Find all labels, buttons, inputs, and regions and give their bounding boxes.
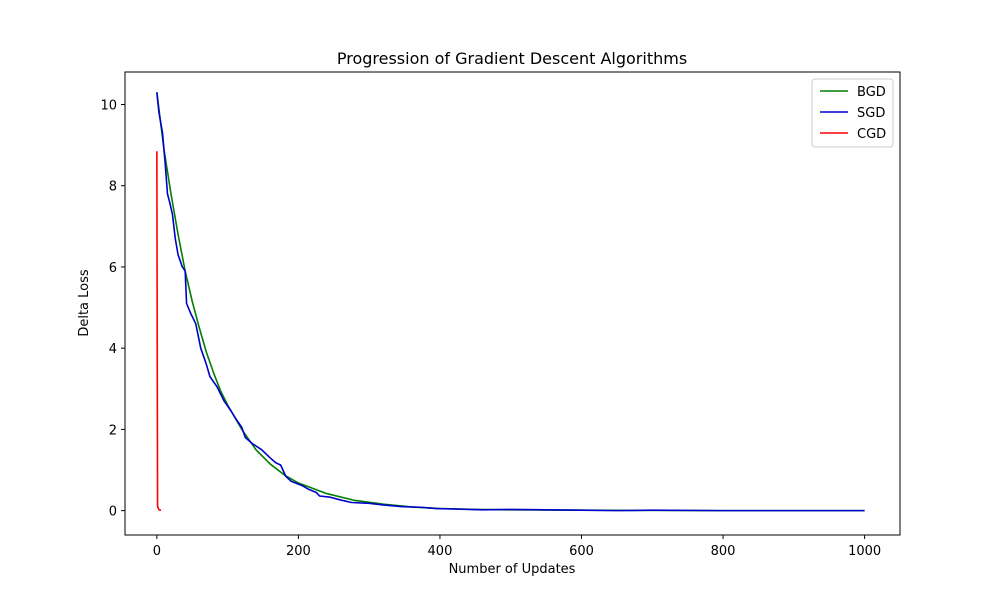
legend-label-sgd: SGD xyxy=(857,106,885,121)
x-tick-label: 200 xyxy=(286,544,311,559)
x-axis-label: Number of Updates xyxy=(449,562,576,577)
x-tick-label: 0 xyxy=(153,544,161,559)
x-tick-label: 600 xyxy=(569,544,594,559)
y-tick-label: 6 xyxy=(109,261,117,276)
y-tick-label: 8 xyxy=(109,180,117,195)
legend-label-cgd: CGD xyxy=(857,127,886,142)
series-line-cgd xyxy=(156,151,162,512)
y-tick-label: 10 xyxy=(100,98,117,113)
x-tick-label: 1000 xyxy=(848,544,881,559)
chart-title: Progression of Gradient Descent Algorith… xyxy=(337,49,687,68)
legend-label-bgd: BGD xyxy=(857,85,886,100)
series-line-sgd xyxy=(156,92,865,512)
y-axis-ticks: 0 2 4 6 8 10 xyxy=(100,98,125,520)
x-tick-label: 800 xyxy=(711,544,736,559)
y-axis-label: Delta Loss xyxy=(77,269,92,337)
series-lines xyxy=(156,92,865,512)
y-tick-label: 4 xyxy=(109,342,117,357)
x-tick-label: 400 xyxy=(428,544,453,559)
y-tick-label: 2 xyxy=(109,423,117,438)
plot-frame xyxy=(124,71,901,536)
legend-box xyxy=(811,78,894,148)
x-axis-ticks: 0 200 400 600 800 1000 xyxy=(153,535,881,559)
legend: BGD SGD CGD xyxy=(811,78,894,148)
plot-area xyxy=(124,71,901,536)
y-tick-label: 0 xyxy=(109,505,117,520)
